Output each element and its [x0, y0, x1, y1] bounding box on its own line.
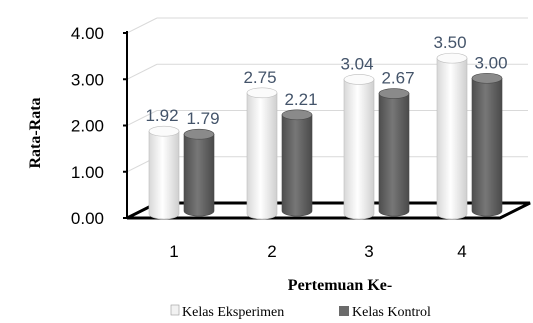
bar-eksperimen	[436, 57, 468, 220]
bar-kontrol-top	[378, 88, 410, 99]
bar-eksperimen	[246, 92, 278, 220]
axes	[123, 31, 531, 220]
bar-kontrol	[471, 77, 503, 217]
x-tick-label: 2	[267, 242, 276, 261]
data-label: 3.50	[433, 33, 466, 52]
bar-eksperimen	[148, 130, 180, 220]
y-tick-labels: 0.00 1.00 2.00 3.00 4.00	[71, 24, 104, 228]
bar-eksperimen-group	[148, 125, 180, 220]
gridline-depth	[126, 17, 158, 34]
x-axis-title: Pertemuan Ke-	[288, 277, 392, 294]
bar-eksperimen-top	[343, 74, 375, 85]
x-tick-label: 4	[457, 242, 466, 261]
data-label: 2.21	[284, 90, 317, 109]
y-tick-label: 4.00	[71, 24, 104, 43]
bar-kontrol	[281, 114, 313, 217]
data-label: 2.67	[381, 69, 414, 88]
y-tick-label: 2.00	[71, 117, 104, 136]
legend-label-eksperimen: Kelas Eksperimen	[182, 305, 284, 320]
x-tick-label: 1	[169, 242, 178, 261]
bar-kontrol-top	[471, 72, 503, 84]
data-label: 1.79	[186, 109, 219, 128]
y-tick-label: 0.00	[71, 209, 104, 228]
bar-kontrol-top	[183, 128, 215, 140]
x-tick-labels: 1 2 3 4	[169, 242, 466, 261]
y-tick-label: 1.00	[71, 163, 104, 182]
bar-eksperimen-group	[246, 87, 278, 220]
bar-kontrol	[183, 133, 215, 217]
bar-eksperimen	[343, 79, 375, 220]
legend-swatch-eksperimen	[170, 304, 180, 316]
data-label: 1.92	[145, 106, 178, 125]
bar-kontrol-top	[281, 109, 313, 121]
bar-eksperimen-group	[436, 52, 468, 220]
bar-eksperimen-top	[148, 125, 180, 137]
bar-eksperimen-group	[343, 74, 375, 220]
gridline-depth	[126, 110, 158, 126]
gridline-depth	[126, 63, 158, 80]
legend: Kelas Eksperimen Kelas Kontrol	[170, 304, 431, 320]
legend-label-kontrol: Kelas Kontrol	[352, 305, 431, 320]
bar-kontrol	[378, 93, 410, 217]
x-tick-label: 3	[364, 242, 373, 261]
data-label: 3.04	[340, 54, 373, 73]
data-label: 3.00	[474, 53, 507, 72]
y-tick-label: 3.00	[71, 70, 104, 89]
bar-kontrol-group	[378, 88, 410, 217]
bar-eksperimen-top	[436, 52, 468, 64]
bar-kontrol-group	[183, 128, 215, 217]
data-labels: 1.92 1.79 2.75 2.21 3.04 2.67 3.50 3.00	[145, 33, 507, 128]
bar-kontrol-group	[281, 109, 313, 217]
legend-swatch-kontrol	[339, 306, 349, 316]
bar-eksperimen-top	[246, 87, 278, 99]
y-axis-title: Rata-Rata	[27, 97, 44, 168]
data-label: 2.75	[243, 68, 276, 87]
bars	[148, 52, 503, 220]
floor	[126, 201, 531, 220]
bar-kontrol-group	[471, 72, 503, 217]
